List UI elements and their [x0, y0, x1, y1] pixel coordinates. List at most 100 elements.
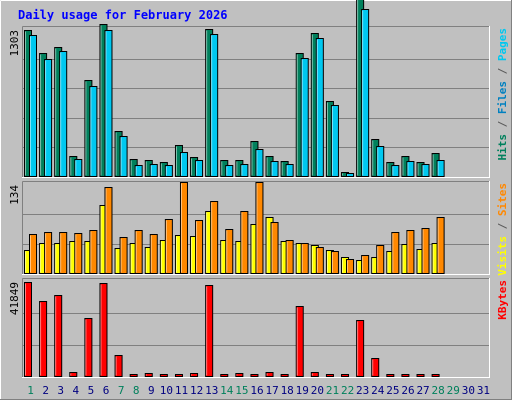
bar-files — [406, 161, 415, 177]
bar-sites — [164, 219, 173, 274]
chart-panels: 1303 Hits / Files / Pages 134 Visits / Site… — [8, 0, 509, 378]
x-tick-label: 5 — [88, 384, 95, 397]
bar-files — [179, 152, 188, 177]
bar-kbytes — [144, 373, 153, 377]
bar-sites — [59, 232, 68, 274]
bar-kbytes — [401, 374, 410, 377]
x-tick-label: 23 — [356, 384, 369, 397]
panel-hits-files-pages: 1303 Hits / Files / Pages — [8, 0, 509, 178]
x-tick-label: 10 — [160, 384, 173, 397]
bar-files — [255, 149, 264, 177]
x-tick-label: 13 — [205, 384, 218, 397]
panel-legend: Visits / Sites — [496, 183, 509, 276]
bar-sites — [134, 230, 143, 274]
bar-files — [149, 164, 158, 177]
bar-kbytes — [99, 283, 108, 377]
bar-kbytes — [190, 373, 199, 377]
bar-files — [225, 165, 234, 177]
x-tick-label: 4 — [73, 384, 80, 397]
bar-kbytes — [220, 374, 229, 377]
x-tick-label: 17 — [265, 384, 278, 397]
bar-sites — [436, 217, 445, 274]
bar-files — [346, 173, 355, 177]
bar-sites — [74, 233, 83, 274]
x-tick-label: 6 — [103, 384, 110, 397]
bar-sites — [210, 201, 219, 274]
bar-kbytes — [205, 285, 214, 377]
x-tick-label: 3 — [57, 384, 64, 397]
bar-kbytes — [310, 372, 319, 377]
bar-files — [421, 164, 430, 177]
x-tick-label: 27 — [416, 384, 429, 397]
bar-sites — [315, 247, 324, 274]
bar-sites — [179, 182, 188, 274]
bar-kbytes — [371, 358, 380, 377]
y-axis-max-label: 41849 — [8, 282, 21, 315]
bar-sites — [376, 245, 385, 274]
bar-sites — [391, 232, 400, 274]
legend-part: / — [496, 61, 509, 81]
chart-title: Daily usage for February 2026 — [18, 8, 228, 22]
legend-part: Files — [496, 81, 509, 114]
bar-kbytes — [356, 320, 365, 377]
bar-sites — [149, 234, 158, 274]
bar-kbytes — [114, 355, 123, 377]
bar-kbytes — [39, 301, 48, 377]
bar-kbytes — [325, 374, 334, 377]
bar-kbytes — [24, 282, 32, 377]
x-tick-label: 25 — [386, 384, 399, 397]
bar-files — [361, 9, 370, 177]
bar-kbytes — [235, 373, 244, 377]
x-tick-label: 7 — [118, 384, 125, 397]
bar-sites — [104, 187, 113, 274]
x-tick-label: 21 — [326, 384, 339, 397]
bar-kbytes — [174, 374, 183, 377]
panel-kbytes: 41849 KBytes — [8, 278, 509, 378]
bar-files — [300, 58, 309, 177]
y-axis-max-label: 134 — [8, 185, 21, 205]
bar-sites — [44, 232, 53, 274]
bar-sites — [29, 234, 37, 274]
bar-files — [391, 165, 400, 177]
x-tick-label: 2 — [42, 384, 49, 397]
bar-files — [210, 34, 219, 177]
bar-sites — [361, 255, 370, 274]
bar-files — [74, 159, 83, 177]
legend-part: / — [496, 216, 509, 236]
bar-kbytes — [416, 374, 425, 377]
bar-files — [89, 86, 98, 177]
bar-sites — [300, 243, 309, 274]
x-tick-label: 30 — [462, 384, 475, 397]
bar-files — [44, 59, 53, 177]
x-tick-label: 11 — [175, 384, 188, 397]
bar-files — [164, 165, 173, 177]
panel-legend: KBytes — [496, 280, 509, 320]
bar-sites — [270, 222, 279, 274]
bar-files — [195, 160, 204, 177]
legend-part: Hits — [496, 134, 509, 161]
x-tick-label: 12 — [190, 384, 203, 397]
bar-files — [285, 164, 294, 177]
legend-part: Visits — [496, 236, 509, 276]
bar-files — [315, 38, 324, 177]
y-axis-max-label: 1303 — [8, 30, 21, 57]
bar-kbytes — [69, 372, 78, 377]
bar-kbytes — [84, 318, 93, 377]
legend-part: Pages — [496, 28, 509, 61]
panel-visits-sites: 134 Visits / Sites — [8, 181, 509, 276]
x-tick-label: 1 — [27, 384, 34, 397]
x-tick-label: 15 — [235, 384, 248, 397]
bar-sites — [346, 259, 355, 274]
bar-files — [29, 35, 37, 177]
bar-kbytes — [386, 374, 395, 377]
bar-files — [119, 136, 128, 177]
legend-part: / — [496, 114, 509, 134]
legend-part: Sites — [496, 183, 509, 216]
x-tick-label: 18 — [281, 384, 294, 397]
bar-files — [436, 160, 445, 177]
bar-kbytes — [280, 374, 289, 377]
x-tick-label: 26 — [401, 384, 414, 397]
bar-sites — [119, 237, 128, 274]
x-tick-label: 8 — [133, 384, 140, 397]
x-axis-day-labels: 1 2 3 4 5 6 7 8 9 10 11 12 13 14 15 16 17 18 19 20 21 22 23 24 2… — [27, 384, 490, 397]
